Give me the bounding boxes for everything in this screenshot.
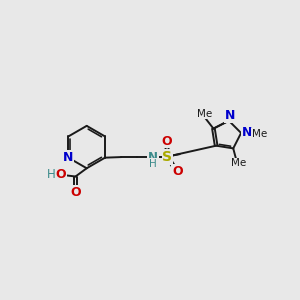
Text: H: H xyxy=(46,168,55,181)
Text: N: N xyxy=(148,151,158,164)
Text: H: H xyxy=(149,158,157,169)
Text: O: O xyxy=(172,165,182,178)
Text: O: O xyxy=(56,168,66,181)
Text: N: N xyxy=(242,126,252,139)
Text: O: O xyxy=(70,186,81,199)
Text: Me: Me xyxy=(252,129,267,139)
Text: S: S xyxy=(163,150,172,164)
Text: N: N xyxy=(225,109,235,122)
Text: O: O xyxy=(162,135,172,148)
Text: N: N xyxy=(63,151,73,164)
Text: Me: Me xyxy=(197,109,212,119)
Text: Me: Me xyxy=(231,158,246,168)
